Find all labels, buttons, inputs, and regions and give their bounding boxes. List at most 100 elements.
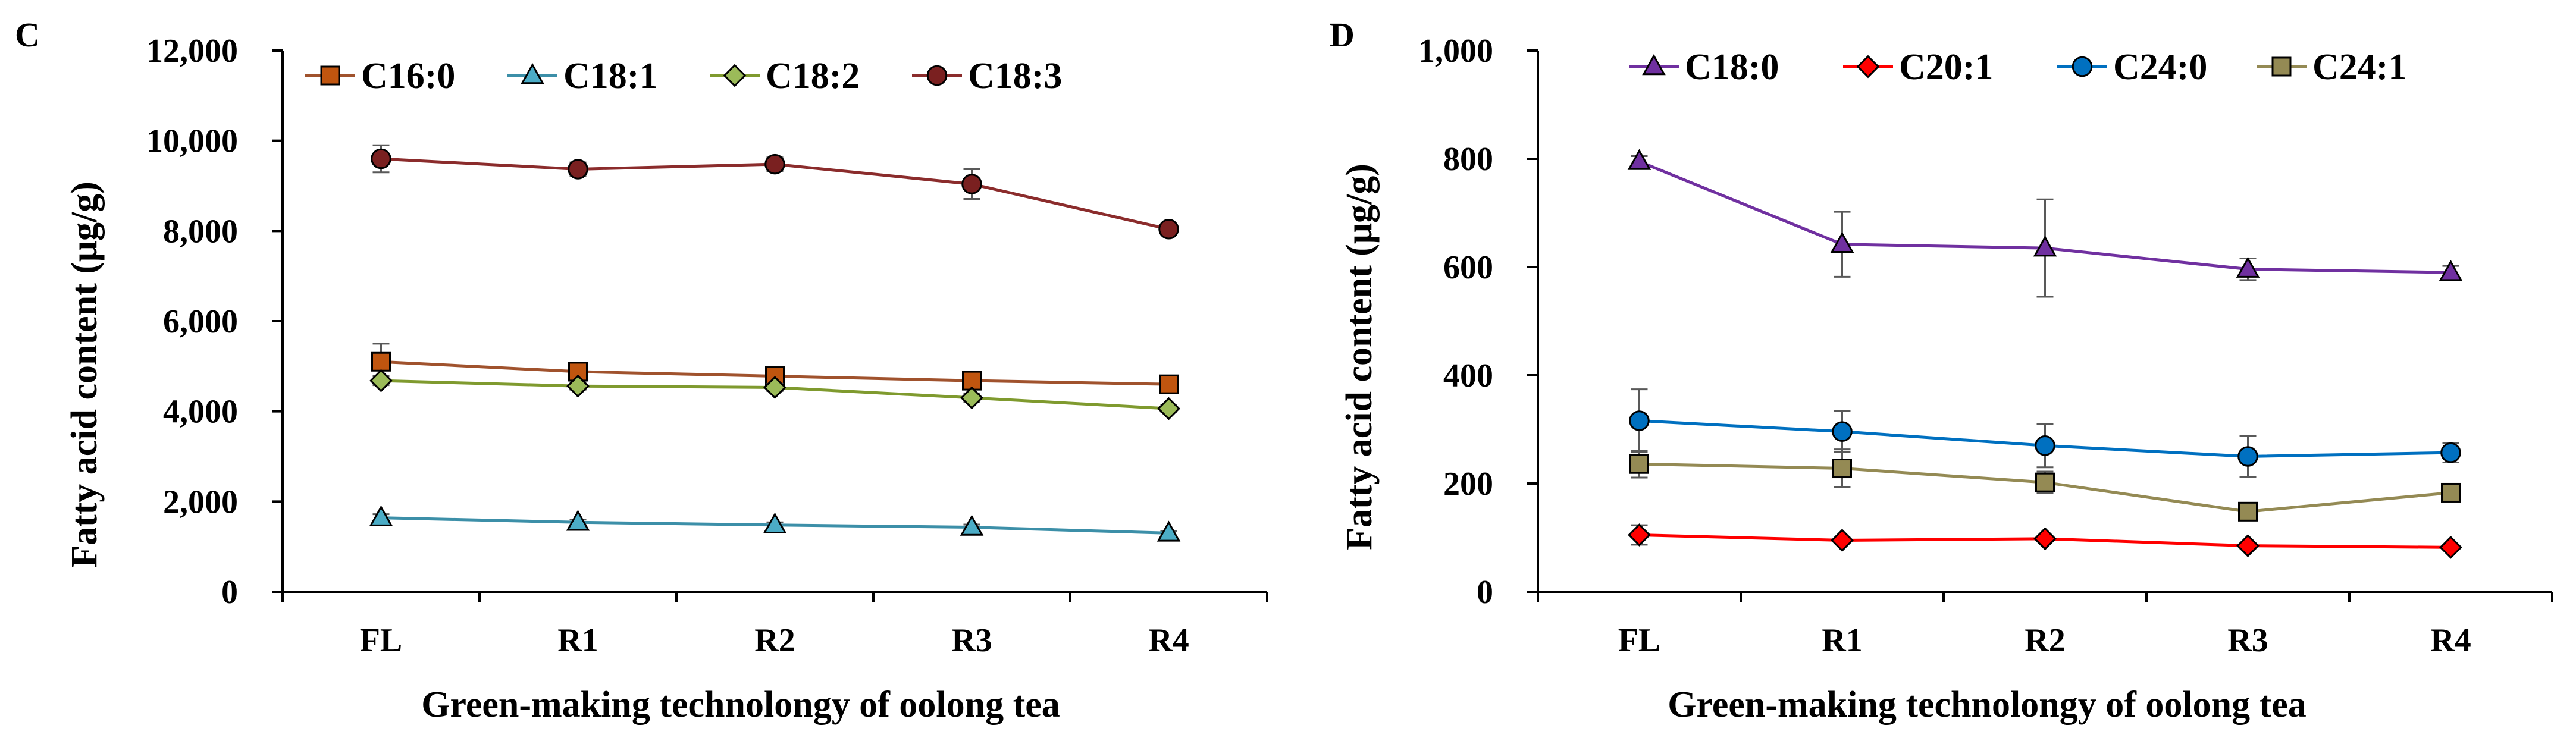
y-axis-label: Fatty acid content (μg/g) bbox=[1339, 164, 1380, 550]
data-point bbox=[763, 376, 786, 399]
y-axis-label: Fatty acid content (μg/g) bbox=[64, 181, 105, 568]
y-tick-label: 800 bbox=[1443, 141, 1493, 178]
legend-marker bbox=[1856, 55, 1880, 79]
x-tick-label: R4 bbox=[1148, 622, 1189, 659]
series-C18:3 bbox=[371, 144, 1179, 240]
series-C20:1 bbox=[1628, 523, 2462, 559]
data-point bbox=[2035, 472, 2055, 492]
data-point bbox=[371, 351, 391, 372]
series-C24:0 bbox=[1629, 388, 2461, 478]
data-point bbox=[764, 153, 785, 175]
legend: C16:0 C18:1 C18:2 C18:3 bbox=[305, 56, 1062, 96]
x-tick-label: FL bbox=[360, 622, 403, 659]
y-tick-label: 12,000 bbox=[146, 33, 238, 70]
x-tick-label: R1 bbox=[1822, 622, 1862, 659]
y-tick-label: 6,000 bbox=[163, 303, 238, 340]
y-tick-label: 0 bbox=[1477, 574, 1493, 611]
data-point bbox=[1158, 219, 1179, 240]
y-tick-label: 8,000 bbox=[163, 213, 238, 250]
legend-item: C24:1 bbox=[2257, 47, 2406, 87]
legend-marker bbox=[2072, 56, 2093, 77]
legend-item: C18:0 bbox=[1629, 47, 1779, 87]
data-point bbox=[566, 374, 590, 398]
data-point bbox=[960, 386, 983, 410]
x-tick-label: FL bbox=[1618, 622, 1661, 659]
data-point bbox=[1157, 520, 1181, 542]
data-point bbox=[371, 148, 391, 169]
data-point bbox=[2236, 534, 2260, 558]
data-point bbox=[2035, 435, 2055, 456]
data-point bbox=[568, 159, 588, 180]
y-tick-label: 2,000 bbox=[163, 484, 238, 520]
y-tick-label: 200 bbox=[1443, 466, 1493, 503]
legend-marker bbox=[926, 65, 948, 86]
data-point bbox=[1157, 397, 1180, 420]
data-point bbox=[1830, 231, 1854, 253]
data-point bbox=[763, 512, 787, 534]
panel-letter: C bbox=[15, 15, 40, 54]
legend-marker bbox=[1642, 54, 1666, 76]
y-tick-label: 400 bbox=[1443, 357, 1493, 394]
y-tick-label: 0 bbox=[221, 574, 238, 611]
y-tick-label: 4,000 bbox=[163, 394, 238, 431]
legend-label: C18:2 bbox=[766, 56, 860, 96]
legend-label: C18:1 bbox=[563, 56, 657, 96]
legend-label: C20:1 bbox=[1899, 47, 1993, 87]
data-point bbox=[2440, 442, 2461, 463]
x-tick-label: R2 bbox=[2025, 622, 2065, 659]
legend-item: C18:2 bbox=[710, 56, 860, 96]
series-C18:1 bbox=[369, 505, 1181, 542]
legend-label: C18:3 bbox=[968, 56, 1062, 96]
y-tick-label: 1,000 bbox=[1418, 33, 1493, 70]
data-point bbox=[961, 174, 982, 194]
x-axis-label: Green-making technolongy of oolong tea bbox=[421, 685, 1060, 725]
data-point bbox=[2439, 260, 2463, 281]
data-point bbox=[1159, 374, 1179, 394]
series-C18:2 bbox=[369, 369, 1180, 420]
legend-item: C20:1 bbox=[1843, 47, 1993, 87]
legend-label: C24:0 bbox=[2113, 47, 2207, 87]
data-point bbox=[1629, 454, 1649, 474]
legend-marker bbox=[320, 65, 340, 86]
data-point bbox=[1628, 523, 1651, 547]
legend-item: C16:0 bbox=[305, 56, 455, 96]
data-point bbox=[1831, 529, 1854, 552]
legend: C18:0 C20:1 C24:0 C24:1 bbox=[1629, 47, 2406, 87]
panel-c: C C16:0 C18:1 C18:2 C18:3 Green-making tech… bbox=[15, 15, 1268, 725]
data-point bbox=[1627, 149, 1651, 170]
legend-label: C18:0 bbox=[1685, 47, 1779, 87]
y-tick-label: 10,000 bbox=[146, 123, 238, 160]
x-tick-label: R4 bbox=[2430, 622, 2471, 659]
legend-label: C24:1 bbox=[2312, 47, 2406, 87]
legend-item: C24:0 bbox=[2057, 47, 2207, 87]
data-point bbox=[960, 514, 984, 536]
x-tick-label: R3 bbox=[2227, 622, 2268, 659]
data-point bbox=[2033, 527, 2057, 551]
panel-letter: D bbox=[1330, 15, 1355, 54]
data-point bbox=[1629, 410, 1650, 431]
data-point bbox=[2033, 236, 2057, 257]
x-tick-label: R2 bbox=[754, 622, 795, 659]
data-point bbox=[369, 369, 393, 393]
legend-marker bbox=[521, 62, 544, 84]
x-tick-label: R3 bbox=[951, 622, 992, 659]
data-point bbox=[566, 510, 590, 531]
data-point bbox=[2439, 536, 2462, 559]
series-C18:0 bbox=[1627, 149, 2463, 298]
legend-label: C16:0 bbox=[361, 56, 455, 96]
y-tick-label: 600 bbox=[1443, 249, 1493, 286]
data-point bbox=[1832, 459, 1852, 479]
legend-marker bbox=[2271, 56, 2292, 77]
series-C24:1 bbox=[1629, 448, 2461, 522]
legend-marker bbox=[723, 64, 747, 87]
data-point bbox=[369, 505, 393, 526]
panel-d: D C18:0 C20:1 C24:0 C24:1 Green-making tech… bbox=[1330, 15, 2553, 725]
x-tick-label: R1 bbox=[557, 622, 598, 659]
data-point bbox=[1832, 421, 1853, 442]
legend-item: C18:1 bbox=[507, 56, 657, 96]
data-point bbox=[2441, 482, 2461, 503]
legend-item: C18:3 bbox=[912, 56, 1062, 96]
data-point bbox=[2238, 501, 2258, 522]
data-point bbox=[2237, 446, 2258, 467]
